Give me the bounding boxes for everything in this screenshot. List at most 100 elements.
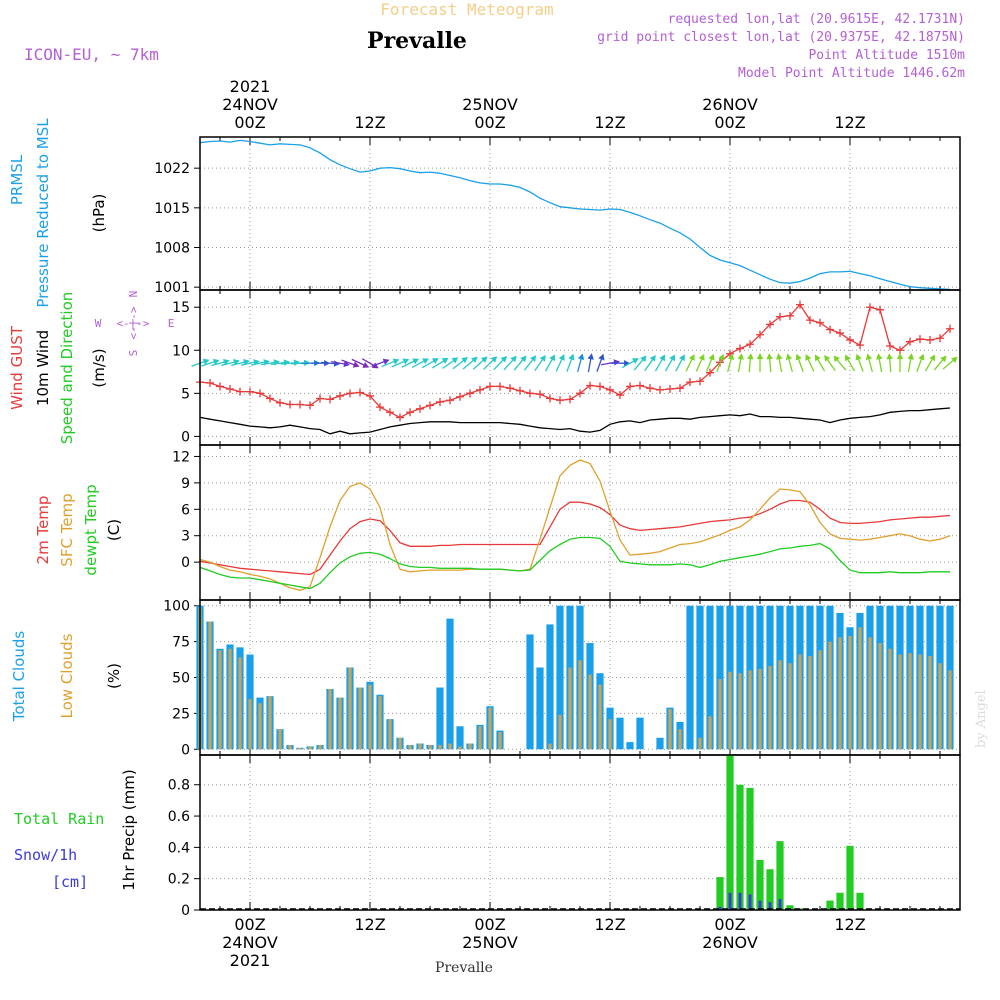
wind-arrow-head (805, 354, 812, 361)
wind-arrow-head (688, 354, 695, 361)
series-line (199, 407, 951, 435)
wind-arrow-head (253, 359, 260, 366)
wind-arrow-head (362, 361, 370, 368)
wind-arrow-head (795, 353, 802, 361)
low-cloud-bar (328, 688, 332, 750)
total-cloud-bar (446, 618, 454, 750)
low-cloud-bar (558, 714, 562, 750)
snow-bar (748, 894, 752, 910)
y-tick-label: 25 (172, 706, 190, 722)
wind-arrow-head (918, 353, 925, 361)
gust-marker (686, 378, 694, 387)
bottom-time-label: 24NOV (222, 933, 278, 952)
gust-marker (226, 385, 234, 394)
wind-arrow-head (402, 358, 410, 365)
y-tick-label: 0 (181, 742, 190, 758)
wind-arrow-head (718, 353, 725, 361)
wind-arrow-head (896, 353, 904, 360)
gust-marker (356, 388, 364, 397)
top-time-label: 26NOV (702, 95, 758, 114)
low-cloud-bar (898, 654, 902, 750)
wind-arrow-head (865, 353, 873, 361)
snow-bar (778, 899, 782, 910)
panel-frame (199, 289, 961, 446)
gust-marker (346, 389, 354, 398)
wind-arrow-head (461, 357, 468, 364)
panel-label: Total Clouds (10, 631, 28, 723)
gust-marker (766, 320, 774, 329)
gust-marker (936, 334, 944, 343)
y-tick-label: 0 (181, 903, 190, 919)
gust-marker (536, 390, 544, 399)
snow-bar (728, 892, 732, 910)
top-time-label: 00Z (234, 113, 265, 132)
gust-marker (586, 381, 594, 390)
wind-arrow-head (907, 353, 914, 360)
wind-arrow-head (824, 354, 831, 362)
compass-label: <-|-> (116, 317, 149, 330)
low-cloud-bar (828, 641, 832, 750)
y-tick-label: 0.4 (168, 840, 190, 856)
top-time-label: 12Z (834, 113, 865, 132)
low-cloud-bar (768, 666, 772, 750)
low-cloud-bar (808, 655, 812, 750)
wind-arrow-head (631, 358, 639, 364)
wind-arrow-head (929, 354, 936, 362)
gust-marker (496, 382, 504, 391)
total-cloud-bar (436, 687, 444, 750)
low-cloud-bar (248, 699, 252, 750)
low-cloud-bar (428, 744, 432, 750)
rain-bar (856, 892, 864, 910)
low-cloud-bar (358, 687, 362, 750)
panel-temperature: 0 3 6 9 12 2m Temp SFC Temp dewpt Temp (C) (34, 444, 961, 601)
top-time-label: 12Z (354, 113, 385, 132)
wind-arrow-head (855, 353, 862, 361)
wind-arrow-head (844, 354, 851, 362)
wind-arrow-head (352, 361, 360, 368)
wind-arrow-head (490, 356, 498, 363)
wind-arrow-head (422, 358, 429, 365)
wind-arrow-head (549, 354, 556, 362)
gust-marker (826, 325, 834, 334)
model-label: ICON-EU, ~ 7km (24, 45, 159, 64)
gust-marker (636, 381, 644, 390)
rain-bar (826, 900, 834, 910)
gust-marker (276, 398, 284, 407)
gust-marker (616, 391, 624, 400)
top-time-label: 12Z (594, 113, 625, 132)
low-cloud-bar (388, 719, 392, 750)
bottom-time-label: 12Z (594, 915, 625, 934)
compass-label: W (95, 317, 102, 330)
low-cloud-bar (928, 655, 932, 750)
wind-arrow-head (243, 359, 250, 366)
panel-label: (m/s) (90, 348, 108, 387)
low-cloud-bar (708, 716, 712, 750)
low-cloud-bar (788, 663, 792, 750)
low-cloud-bar (918, 654, 922, 750)
wind-arrow-head (451, 357, 459, 364)
gust-marker (896, 346, 904, 355)
gust-marker (876, 305, 884, 314)
compass-label: S (127, 350, 140, 357)
panel-label: (C) (105, 519, 123, 541)
super-title: Forecast Meteogram (380, 0, 553, 19)
wind-arrow-head (212, 358, 220, 366)
gust-marker (256, 389, 264, 398)
gust-marker (296, 400, 304, 409)
low-cloud-bar (458, 746, 462, 750)
wind-arrow-head (539, 354, 546, 362)
low-cloud-bar (298, 747, 302, 750)
low-cloud-bar (338, 697, 342, 750)
low-cloud-bar (938, 663, 942, 750)
wind-arrow-head (747, 353, 754, 360)
gust-marker (756, 330, 764, 339)
y-tick-label: 0 (181, 555, 190, 571)
y-tick-label: 12 (172, 449, 190, 465)
gust-marker (806, 316, 814, 325)
y-tick-label: 0.2 (168, 872, 190, 888)
panel-label: Snow/1h (14, 846, 77, 864)
rain-bar (716, 877, 724, 910)
low-cloud-bar (258, 703, 262, 750)
gust-marker (736, 344, 744, 353)
wind-arrow-head (558, 354, 565, 361)
